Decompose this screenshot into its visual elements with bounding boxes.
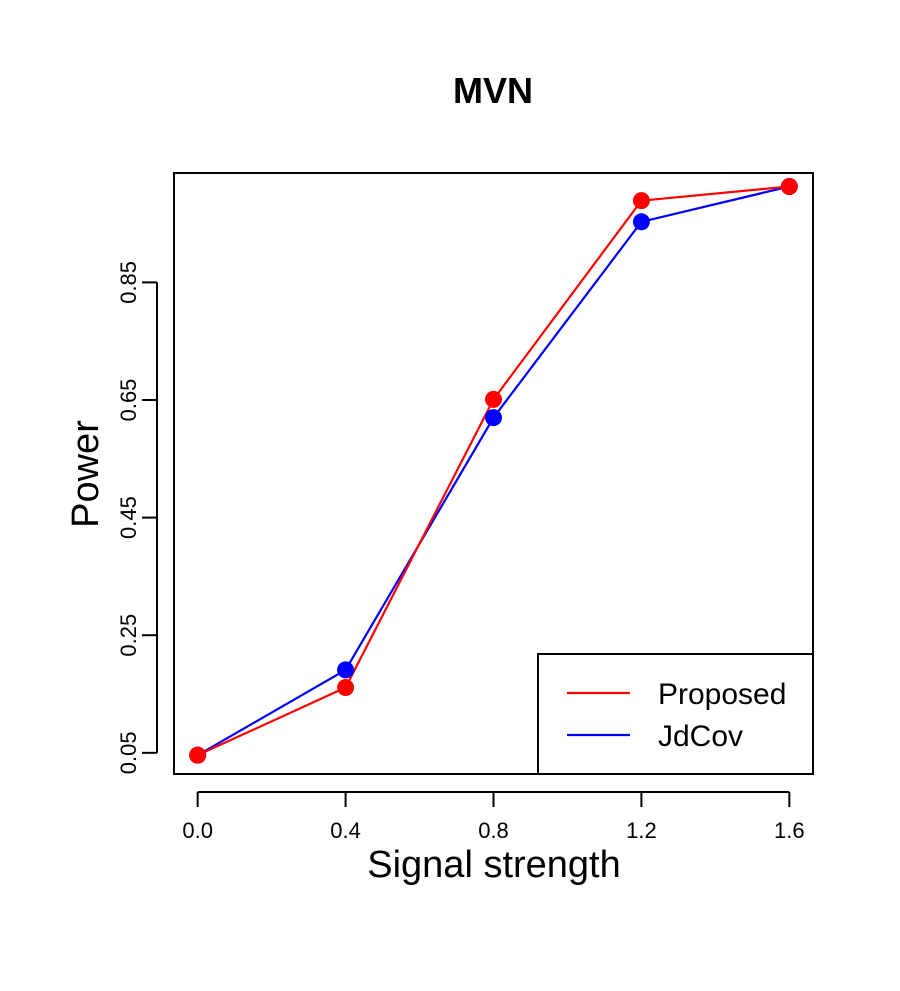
y-tick-label: 0.25 bbox=[116, 614, 141, 657]
y-tick-label: 0.65 bbox=[116, 379, 141, 422]
data-point-jdcov bbox=[485, 409, 502, 427]
chart-title: MVN bbox=[453, 70, 533, 111]
data-point-proposed bbox=[780, 178, 798, 196]
legend-label: JdCov bbox=[658, 720, 743, 753]
y-axis-label: Power bbox=[65, 420, 107, 528]
y-tick-label: 0.45 bbox=[116, 496, 141, 539]
y-tick-label: 0.05 bbox=[116, 731, 141, 774]
x-axis: 0.0 0.4 0.8 1.2 1.6 bbox=[182, 791, 805, 843]
plot-frame bbox=[173, 172, 814, 775]
data-point-proposed bbox=[485, 390, 502, 408]
data-point-jdcov bbox=[632, 213, 650, 231]
series-layer bbox=[189, 178, 798, 764]
x-tick-label: 1.6 bbox=[774, 818, 805, 843]
x-tick-label: 0.4 bbox=[330, 818, 361, 843]
y-tick-label: 0.85 bbox=[116, 261, 141, 304]
data-point-proposed bbox=[189, 746, 207, 764]
x-tick-label: 0.0 bbox=[182, 818, 213, 843]
data-point-proposed bbox=[632, 192, 650, 210]
legend-box bbox=[537, 653, 814, 775]
y-axis: 0.05 0.25 0.45 0.65 0.85 bbox=[116, 261, 158, 774]
x-tick-label: 1.2 bbox=[626, 818, 657, 843]
x-tick-label: 0.8 bbox=[478, 818, 509, 843]
legend-label: Proposed bbox=[658, 678, 786, 711]
legend: Proposed JdCov bbox=[537, 653, 814, 775]
data-point-jdcov bbox=[337, 661, 355, 679]
data-point-proposed bbox=[337, 679, 355, 697]
x-axis-label: Signal strength bbox=[367, 844, 621, 886]
